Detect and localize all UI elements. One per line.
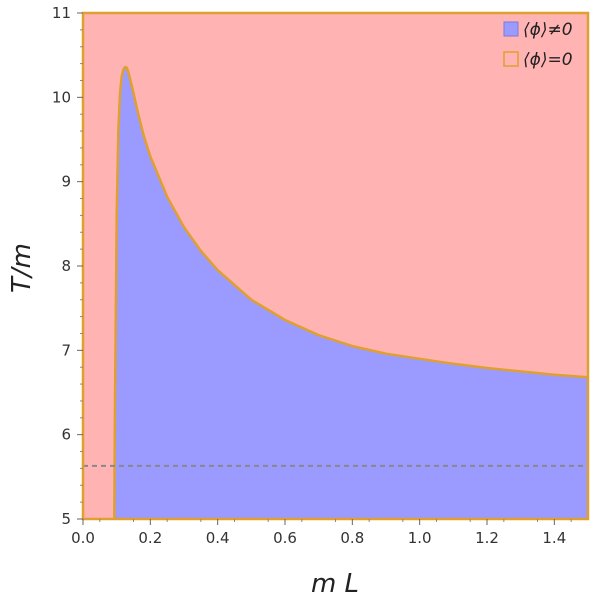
x-axis-ticks: 0.0 0.2 0.4 0.6 0.8 1.0 1.2 1.4 [71,519,572,547]
x-tick-label: 0.4 [206,529,230,547]
x-tick-label: 0.8 [340,529,364,547]
x-tick-label: 0.0 [71,529,95,547]
y-axis-ticks: 5 6 7 8 9 10 11 [52,4,83,528]
legend-label-disordered: ⟨ϕ⟩=0 [523,50,573,70]
y-tick-label: 9 [61,173,71,191]
y-tick-label: 6 [61,426,71,444]
y-tick-label: 11 [52,4,71,22]
y-axis-title: T/m [7,243,37,293]
y-tick-label: 8 [61,257,71,275]
x-tick-label: 1.4 [542,529,566,547]
legend: ⟨ϕ⟩≠0 ⟨ϕ⟩=0 [503,20,573,70]
y-tick-label: 10 [52,88,71,106]
legend-swatch-ordered [503,21,519,37]
legend-swatch-disordered [503,51,519,67]
phase-boundary-curve [113,65,589,520]
x-tick-label: 0.2 [138,529,162,547]
x-tick-label: 1.2 [475,529,499,547]
y-tick-label: 7 [61,341,71,359]
x-axis-title: m L [311,569,359,599]
y-tick-label: 5 [61,510,71,528]
legend-label-ordered: ⟨ϕ⟩≠0 [523,20,573,40]
x-tick-label: 0.6 [273,529,297,547]
x-tick-label: 1.0 [408,529,432,547]
ordered-phase-area [114,67,589,519]
